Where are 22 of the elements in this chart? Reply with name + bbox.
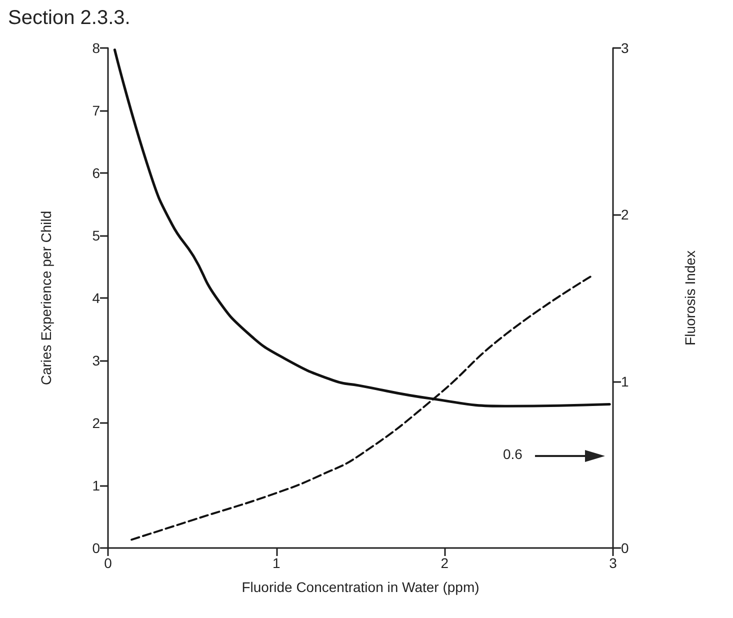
text: Section 2.3.3. xyxy=(8,7,130,29)
y-tick-label: 7 xyxy=(92,102,100,118)
x-tick-label: 2 xyxy=(440,555,449,571)
y-tick-label: 4 xyxy=(92,290,100,306)
y-tick-label: 2 xyxy=(92,415,100,431)
y-tick-label: 3 xyxy=(92,352,100,368)
y2-axis-title: Fluorosis Index xyxy=(682,250,698,346)
y2-tick-label: 0 xyxy=(621,540,629,556)
y2-tick-label: 1 xyxy=(621,373,629,390)
y-tick-label: 6 xyxy=(92,165,100,181)
y-axis-title: Caries Experience per Child xyxy=(38,210,54,386)
x-axis-title: Fluoride Concentration in Water (ppm) xyxy=(242,579,480,595)
y-tick-label: 0 xyxy=(92,540,100,556)
y2-tick-label: 2 xyxy=(621,206,629,223)
x-tick-label: 0 xyxy=(104,555,112,571)
y-tick-label: 5 xyxy=(92,228,100,244)
y-tick-label: 8 xyxy=(92,40,100,56)
x-tick-label: 1 xyxy=(272,555,280,571)
y-tick-label: 1 xyxy=(92,478,100,494)
annotation: 0.6 xyxy=(503,446,522,462)
x-tick-label: 3 xyxy=(609,555,618,571)
y2-tick-label: 3 xyxy=(621,40,629,56)
